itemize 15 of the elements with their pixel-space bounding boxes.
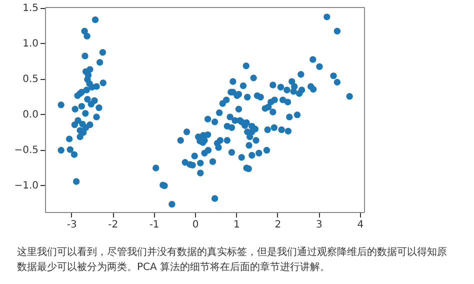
x-tick-label: -1 <box>149 220 160 230</box>
y-tick-label: 0.0 <box>22 110 38 121</box>
x-tick-label: 2 <box>274 220 282 230</box>
x-tick-label: -3 <box>66 220 77 230</box>
y-tick-label: −0.5 <box>14 145 38 156</box>
x-tick-label: 0 <box>192 220 199 230</box>
x-tick-label: 4 <box>357 220 364 230</box>
text: 这里我们可以看到，尽管我们并没有数据的真实标签，但是我们通过观察降维后的数据可以得知原数据最少可以被分为两类。PCA 算法的细节将在后面的章节进行讲解。 <box>17 246 447 273</box>
y-tick-label: 0.5 <box>22 74 38 86</box>
x-tick-label: -2 <box>108 220 118 230</box>
x-tick-label: 1 <box>234 220 240 230</box>
y-tick-label: 1.5 <box>22 3 38 14</box>
x-tick-label: 3 <box>316 220 322 230</box>
y-tick-label: 1.0 <box>22 38 38 50</box>
y-tick-label: −1.0 <box>14 180 38 192</box>
